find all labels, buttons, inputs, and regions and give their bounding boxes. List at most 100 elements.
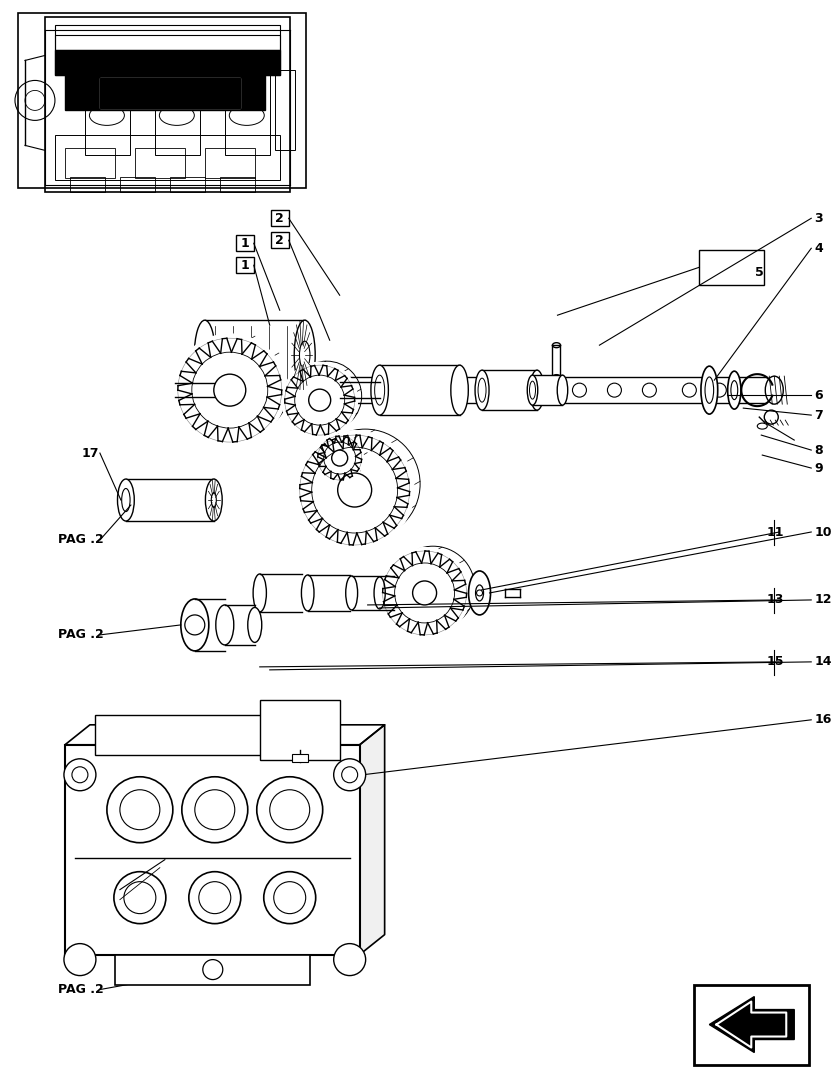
- Polygon shape: [55, 50, 279, 76]
- Bar: [205, 149, 254, 179]
- Circle shape: [203, 960, 223, 979]
- Bar: [532, 375, 562, 405]
- Bar: [115, 955, 309, 985]
- Polygon shape: [100, 78, 239, 108]
- Circle shape: [572, 383, 586, 397]
- Circle shape: [682, 383, 696, 397]
- Circle shape: [309, 389, 331, 412]
- Text: 13: 13: [766, 593, 784, 606]
- Polygon shape: [65, 745, 359, 955]
- Ellipse shape: [475, 370, 489, 410]
- Circle shape: [107, 777, 173, 842]
- Circle shape: [264, 871, 316, 924]
- Bar: [70, 177, 105, 192]
- Circle shape: [338, 474, 372, 507]
- Text: 1: 1: [240, 259, 249, 272]
- Ellipse shape: [248, 607, 262, 642]
- Bar: [55, 136, 279, 181]
- Bar: [271, 211, 289, 227]
- Bar: [274, 71, 294, 151]
- Bar: [135, 149, 185, 179]
- Bar: [55, 35, 279, 76]
- Text: 14: 14: [814, 655, 831, 668]
- Ellipse shape: [475, 585, 484, 601]
- Bar: [236, 235, 254, 251]
- Ellipse shape: [301, 575, 314, 610]
- Circle shape: [607, 383, 621, 397]
- Ellipse shape: [89, 106, 124, 125]
- Polygon shape: [173, 334, 286, 446]
- Polygon shape: [710, 996, 794, 1053]
- Text: PAG .2: PAG .2: [58, 629, 103, 641]
- Polygon shape: [65, 76, 264, 110]
- Ellipse shape: [216, 605, 234, 645]
- Bar: [695, 985, 809, 1065]
- Bar: [45, 17, 289, 192]
- Bar: [225, 76, 269, 155]
- Text: 1: 1: [240, 236, 249, 250]
- Ellipse shape: [371, 366, 389, 415]
- Polygon shape: [379, 547, 470, 638]
- Bar: [55, 26, 279, 50]
- Circle shape: [188, 871, 241, 924]
- Text: 10: 10: [814, 526, 831, 539]
- Ellipse shape: [205, 479, 222, 521]
- Bar: [95, 715, 329, 755]
- Text: PAG .2: PAG .2: [58, 983, 103, 996]
- Ellipse shape: [451, 366, 469, 415]
- Bar: [85, 76, 130, 155]
- Bar: [259, 700, 339, 760]
- Text: 15: 15: [766, 655, 784, 668]
- Text: 8: 8: [814, 444, 823, 456]
- Ellipse shape: [118, 479, 134, 521]
- Ellipse shape: [527, 375, 538, 405]
- Text: 16: 16: [814, 713, 831, 726]
- Bar: [120, 177, 155, 192]
- Ellipse shape: [757, 423, 767, 429]
- Circle shape: [642, 383, 656, 397]
- Circle shape: [413, 580, 436, 605]
- Bar: [65, 149, 115, 179]
- Text: 17: 17: [82, 447, 99, 460]
- Bar: [126, 479, 214, 521]
- Bar: [271, 232, 289, 248]
- Bar: [205, 321, 304, 390]
- Ellipse shape: [701, 367, 718, 414]
- Ellipse shape: [229, 106, 264, 125]
- Circle shape: [332, 450, 348, 466]
- Bar: [379, 366, 460, 415]
- Circle shape: [64, 944, 96, 976]
- Polygon shape: [65, 725, 384, 745]
- Ellipse shape: [557, 375, 568, 405]
- Text: PAG .2: PAG .2: [58, 533, 103, 546]
- Bar: [292, 754, 308, 762]
- Text: 7: 7: [814, 408, 823, 421]
- Ellipse shape: [159, 106, 194, 125]
- Bar: [700, 250, 764, 285]
- Ellipse shape: [294, 321, 315, 390]
- Polygon shape: [282, 362, 358, 438]
- Circle shape: [114, 871, 166, 924]
- Text: 2: 2: [275, 234, 284, 247]
- Circle shape: [476, 590, 483, 595]
- Circle shape: [64, 759, 96, 791]
- Bar: [220, 177, 254, 192]
- Bar: [170, 177, 205, 192]
- Text: 2: 2: [275, 212, 284, 224]
- Polygon shape: [316, 434, 364, 482]
- Circle shape: [764, 410, 778, 424]
- Ellipse shape: [181, 599, 208, 651]
- Ellipse shape: [253, 574, 266, 611]
- Polygon shape: [295, 431, 414, 549]
- Text: 6: 6: [814, 389, 823, 402]
- Circle shape: [334, 759, 365, 791]
- Ellipse shape: [530, 370, 544, 410]
- Ellipse shape: [346, 576, 358, 610]
- Text: 5: 5: [756, 266, 764, 279]
- Circle shape: [712, 383, 726, 397]
- Ellipse shape: [194, 321, 215, 390]
- Ellipse shape: [469, 571, 490, 615]
- Circle shape: [257, 777, 323, 842]
- Circle shape: [182, 777, 248, 842]
- Bar: [155, 76, 200, 155]
